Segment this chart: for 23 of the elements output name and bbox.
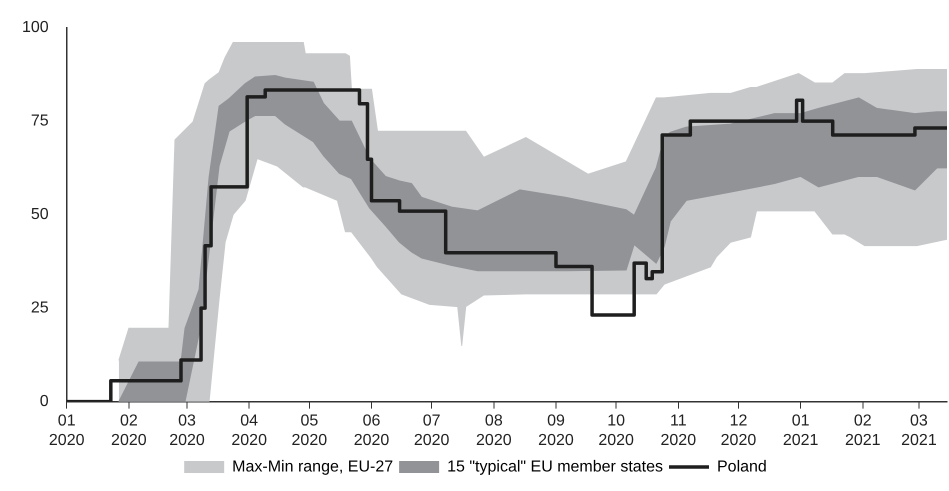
y-tick-label: 75: [30, 112, 49, 130]
x-tick-label: 10 2020: [598, 412, 634, 449]
x-tick-label: 04 2020: [231, 412, 268, 449]
x-tick-label: 12 2020: [720, 412, 756, 449]
x-tick-label: 09 2020: [538, 412, 574, 449]
x-tick-label: 07 2020: [414, 412, 450, 449]
x-tick-label: 06 2020: [354, 412, 390, 449]
x-tick-label: 05 2020: [292, 412, 328, 449]
y-tick-label: 0: [40, 393, 49, 410]
x-tick-label: 08 2020: [476, 412, 512, 449]
x-tick-label: 03 2020: [169, 412, 205, 449]
x-tick-label: 11 2020: [660, 412, 696, 449]
legend-label: Max-Min range, EU-27: [232, 458, 394, 476]
x-tick-label: 02 2020: [111, 412, 147, 449]
y-tick-label: 100: [22, 19, 49, 36]
y-tick-label: 50: [30, 206, 49, 224]
x-tick-label: 03 2021: [901, 412, 937, 449]
legend-label: 15 "typical" EU member states: [447, 458, 664, 476]
x-tick-label: 01 2021: [782, 412, 819, 449]
legend-label: Poland: [717, 458, 767, 476]
x-tick-label: 02 2021: [844, 412, 881, 449]
y-tick-label: 25: [30, 300, 49, 317]
x-tick-label: 01 2020: [48, 412, 85, 449]
